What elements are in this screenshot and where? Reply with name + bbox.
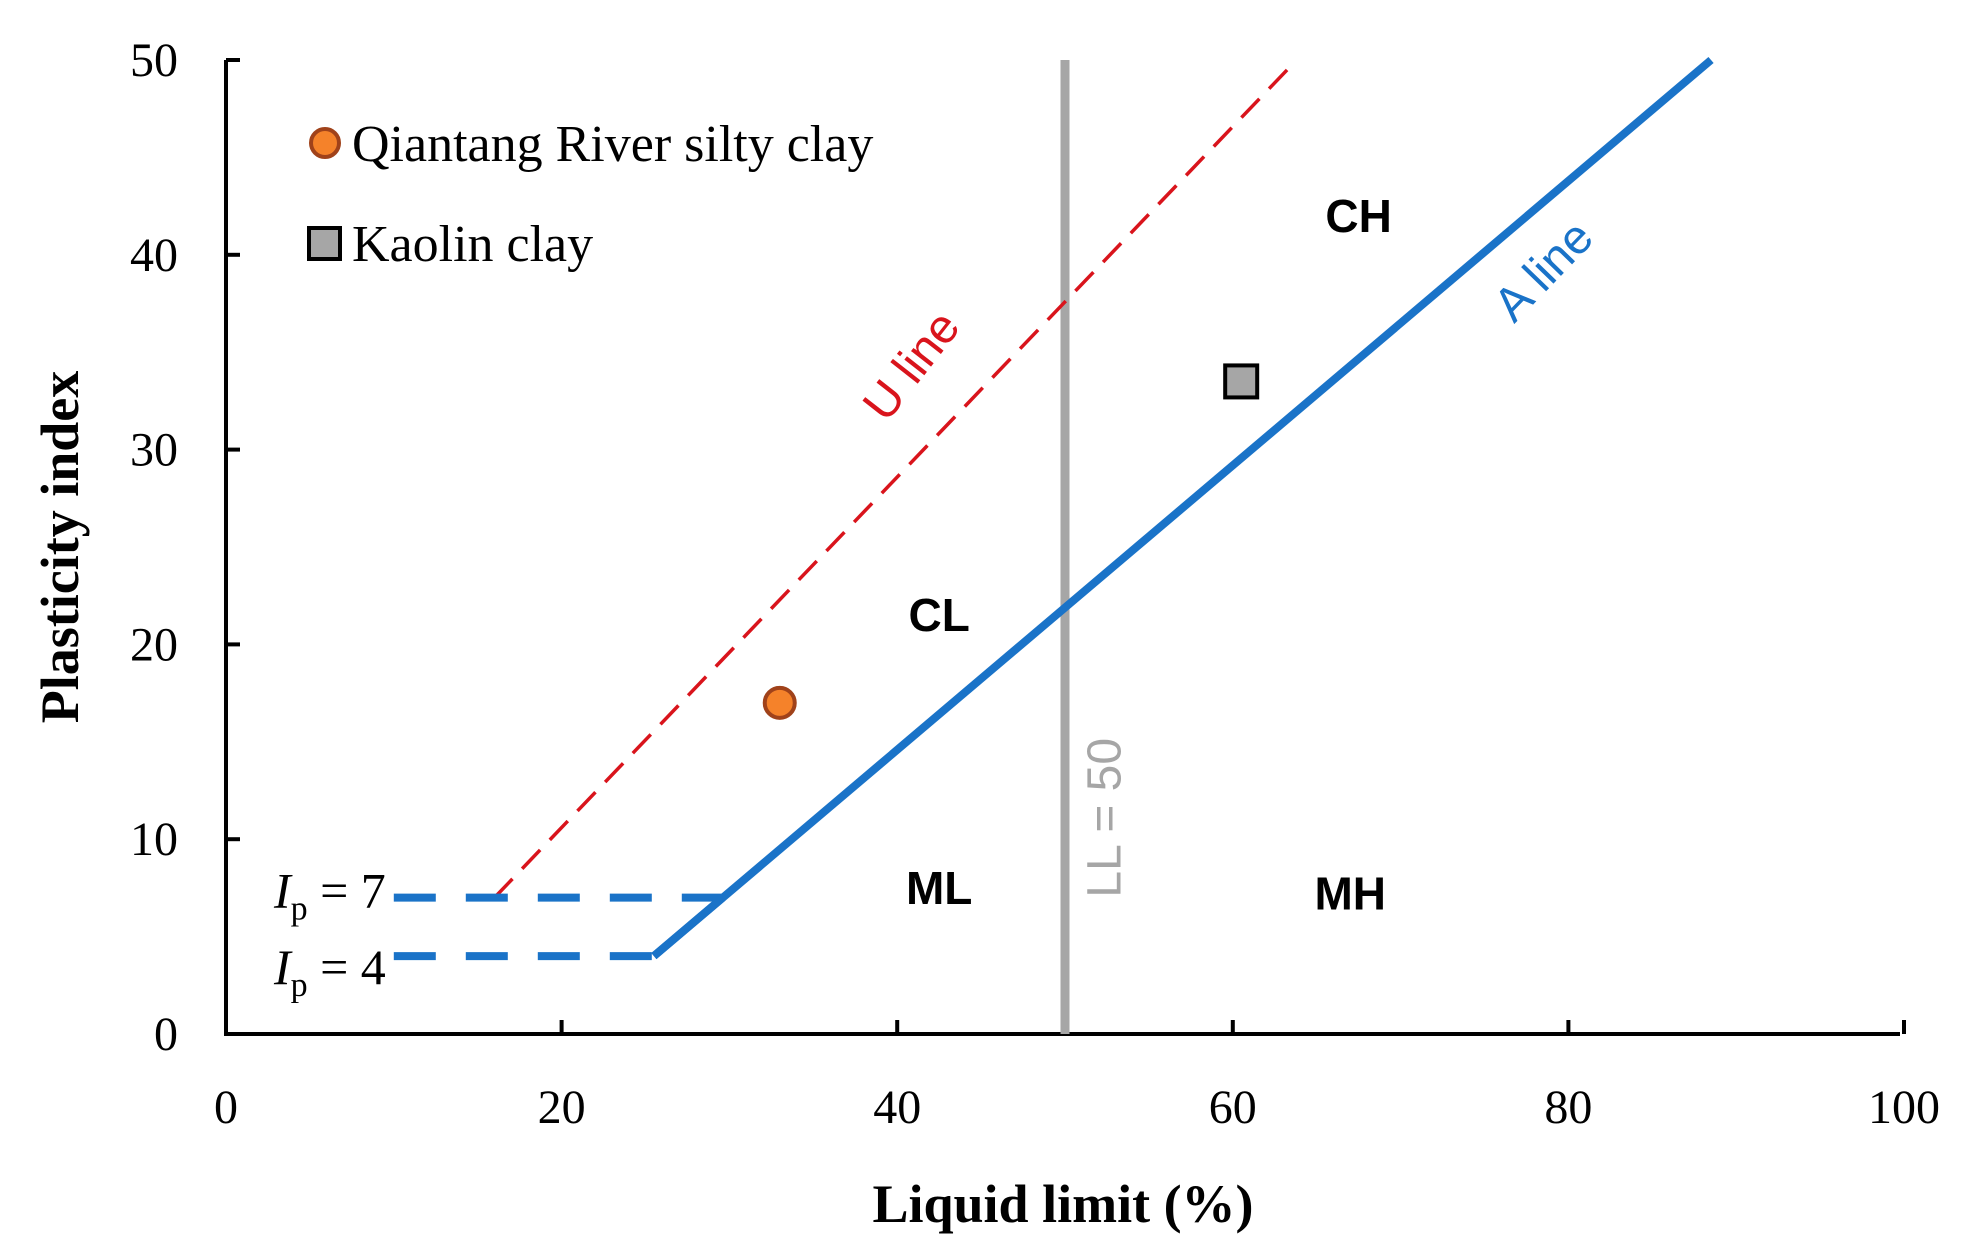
x-tick-label: 20 [538, 1081, 586, 1134]
y-tick-label: 30 [130, 424, 178, 477]
ll-50-label: LL = 50 [1078, 738, 1131, 898]
legend-label-kaolin: Kaolin clay [352, 216, 593, 273]
y-tick-label: 40 [130, 229, 178, 282]
y-tick-label: 50 [130, 34, 178, 87]
x-tick-label: 0 [214, 1081, 238, 1134]
x-tick-label: 40 [873, 1081, 921, 1134]
y-axis-title: Plasticity index [30, 371, 90, 723]
x-ticks: 0 20 40 60 80 100 [214, 1020, 1940, 1134]
a-line [651, 56, 1714, 960]
region-label-mh: MH [1314, 868, 1386, 920]
x-tick-label: 60 [1209, 1081, 1257, 1134]
y-ticks: 0 10 20 30 40 50 [130, 34, 240, 1061]
legend-marker-kaolin [307, 226, 342, 261]
region-label-ch: CH [1325, 190, 1391, 242]
y-tick-label: 10 [130, 813, 178, 866]
data-points [762, 363, 1260, 720]
y-tick-label: 0 [154, 1008, 178, 1061]
u-line [493, 58, 1298, 899]
ip-4-label: Ip = 4 [273, 939, 386, 1004]
x-tick-label: 100 [1868, 1081, 1940, 1134]
u-line-label: U line [853, 301, 970, 430]
data-point-kaolin [1223, 363, 1260, 400]
legend-marker-silty-clay [309, 127, 341, 159]
a-line-lower-segment [651, 894, 726, 960]
region-labels: CH CL ML MH [906, 190, 1392, 920]
x-tick-label: 80 [1544, 1081, 1592, 1134]
legend-label-silty-clay: Qiantang River silty clay [352, 116, 873, 173]
y-tick-label: 20 [130, 618, 178, 671]
region-label-ml: ML [906, 862, 972, 914]
data-point-silty-clay [762, 685, 797, 720]
region-label-cl: CL [908, 589, 969, 641]
a-line-label: A line [1484, 211, 1604, 332]
ip-7-label: Ip = 7 [273, 863, 386, 928]
x-axis-title: Liquid limit (%) [872, 1174, 1253, 1234]
legend: Qiantang River silty clay Kaolin clay [307, 116, 873, 273]
